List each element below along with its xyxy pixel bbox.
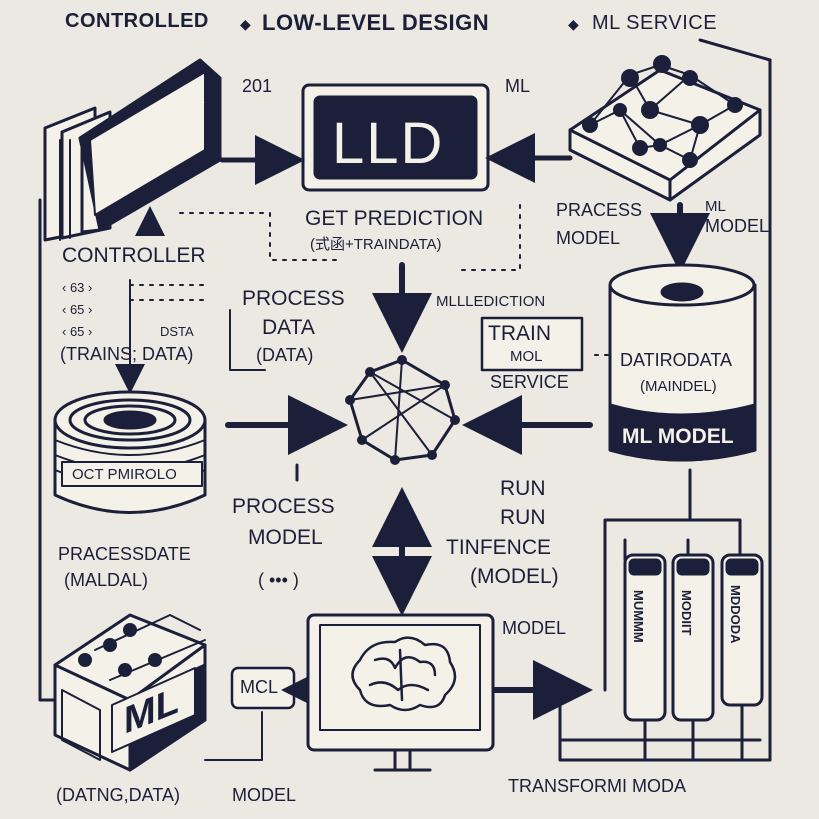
controller-list-row-2: ‹ 65 › [62,302,93,317]
db-line-2: (MAINDEL) [640,378,717,395]
header-bullet-2: ◆ [568,16,579,32]
lld-label: LLD [332,111,445,176]
db-band-label: ML MODEL [622,425,734,448]
db-line-1: DATIRODATA [620,350,732,370]
bottom-transform-label: TRANSFORMI MODA [508,776,686,796]
neural-grid-icon [568,55,762,202]
controller-book-icon [43,58,222,242]
disk-stack-icon [53,390,207,514]
header-right: ML SERVICE [592,12,718,34]
label-ml: ML [505,76,531,96]
process-model-top-2: MODEL [556,228,621,248]
process-model-mid-1: PROCESS [232,495,335,518]
process-model-top-1: PRACESS [556,200,643,220]
header-left: CONTROLLED [65,10,209,32]
train-service-1: TRAIN [488,322,551,345]
ml-model-top-1: ML [705,198,726,215]
controller-list-row-3: ‹ 65 › [62,324,93,339]
tube-icon-1 [623,553,667,722]
model-label-right: MODEL [502,618,567,638]
mlleddiction-label: MLLLEDICTION [436,293,546,310]
get-prediction-title: GET PREDICTION [305,207,484,230]
process-model-mid-2: MODEL [248,526,323,549]
process-data-3: (DATA) [256,345,314,365]
header-bullet-1: ◆ [240,16,251,32]
pracessdate-1: PRACESSDATE [58,544,191,564]
train-service-box [480,316,584,372]
run-inference-4: (MODEL) [470,565,559,588]
label-num: 201 [242,76,273,96]
controller-list-row-1: ‹ 63 › [62,280,93,295]
controller-list-extra: DSTA [160,324,194,339]
tube-label-2: MODIIT [679,590,694,636]
disk-label: OCT PMIROLO [72,466,177,483]
center-network-icon [345,355,460,465]
controller-list-sub: (TRAINS; DATA) [60,344,194,364]
right-border-line [558,58,772,762]
small-parens: ( ••• ) [258,570,299,590]
run-inference-1: RUN [500,477,546,500]
train-service-2: MOL [510,348,543,365]
bottom-left-label: (DATNG,DATA) [56,785,180,805]
bottom-model-label: MODEL [232,785,297,805]
process-data-2: DATA [262,316,315,339]
top-right-line [698,38,772,62]
mcl-tag-label: MCL [240,677,279,697]
tube-icon-2 [671,553,715,722]
database-cylinder-icon [608,263,757,462]
tube-label-3: MDDODA [728,585,743,644]
controller-label: CONTROLLER [62,244,206,267]
train-service-3: SERVICE [490,372,569,392]
tube-label-1: MUMMM [631,590,646,643]
run-inference-2: RUN [500,506,546,529]
ml-model-top-2: MODEL [705,216,770,236]
ml-cubes-icon [53,613,207,772]
brain-icon [351,636,457,712]
run-inference-3: TINFENCE [446,536,551,559]
get-prediction-sub: (式函+TRAINDATA) [310,236,442,253]
pracessdate-2: (MALDAL) [64,570,149,590]
process-data-1: PROCESS [242,287,345,310]
lld-box [301,83,490,192]
header-center: LOW-LEVEL DESIGN [262,10,490,35]
tube-icon-3 [720,553,764,707]
